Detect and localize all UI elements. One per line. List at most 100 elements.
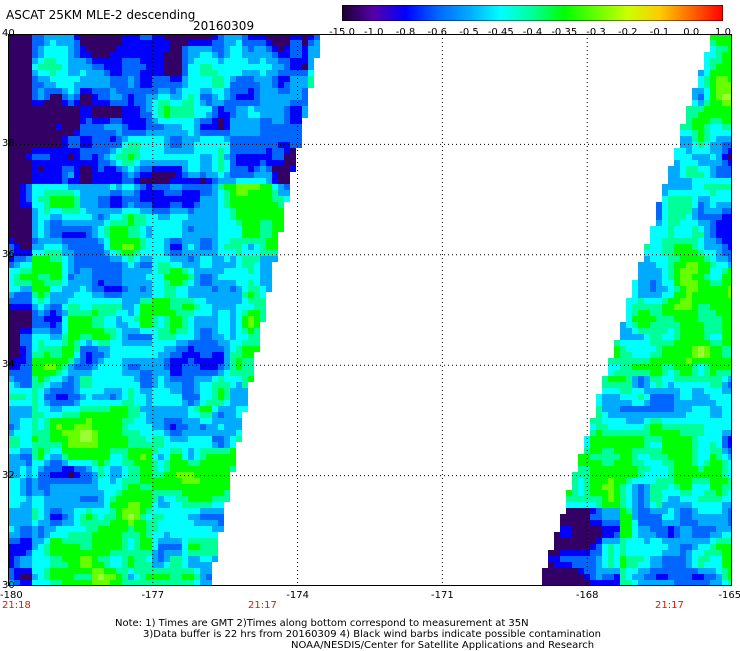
swath-cell <box>302 64 308 70</box>
swath-cell <box>212 328 218 334</box>
swath-cell <box>44 148 50 154</box>
swath-cell <box>32 196 38 202</box>
swath-cell <box>194 448 200 454</box>
swath-cell <box>44 94 50 100</box>
swath-cell <box>32 478 38 484</box>
swath-cell <box>152 520 158 526</box>
swath-cell <box>140 346 146 352</box>
swath-cell <box>596 442 602 448</box>
swath-cell <box>20 214 26 220</box>
swath-cell <box>314 34 320 40</box>
swath-cell <box>146 202 152 208</box>
swath-cell <box>122 196 128 202</box>
swath-cell <box>620 364 626 370</box>
swath-cell <box>248 76 254 82</box>
swath-cell <box>158 154 164 160</box>
swath-cell <box>230 382 236 388</box>
swath-cell <box>38 406 44 412</box>
swath-cell <box>260 292 266 298</box>
swath-cell <box>236 262 242 268</box>
swath-cell <box>134 382 140 388</box>
swath-cell <box>248 364 254 370</box>
swath-cell <box>128 412 134 418</box>
swath-cell <box>26 292 32 298</box>
swath-cell <box>680 202 686 208</box>
swath-cell <box>308 82 314 88</box>
swath-cell <box>608 454 614 460</box>
swath-cell <box>56 124 62 130</box>
swath-cell <box>86 310 92 316</box>
swath-cell <box>596 400 602 406</box>
swath-cell <box>176 286 182 292</box>
swath-cell <box>194 514 200 520</box>
swath-cell <box>98 118 104 124</box>
swath-cell <box>590 520 596 526</box>
swath-cell <box>80 100 86 106</box>
swath-cell <box>14 352 20 358</box>
swath-cell <box>236 250 242 256</box>
swath-cell <box>716 106 722 112</box>
swath-cell <box>116 88 122 94</box>
swath-cell <box>620 502 626 508</box>
swath-cell <box>146 412 152 418</box>
swath-cell <box>38 328 44 334</box>
swath-cell <box>116 310 122 316</box>
swath-cell <box>626 322 632 328</box>
swath-cell <box>8 424 14 430</box>
swath-cell <box>128 202 134 208</box>
swath-cell <box>80 70 86 76</box>
swath-cell <box>98 424 104 430</box>
swath-cell <box>218 76 224 82</box>
swath-cell <box>722 136 728 142</box>
swath-cell <box>206 442 212 448</box>
swath-cell <box>728 400 732 406</box>
swath-cell <box>170 196 176 202</box>
swath-cell <box>152 130 158 136</box>
swath-cell <box>674 316 680 322</box>
swath-cell <box>110 196 116 202</box>
swath-cell <box>578 508 584 514</box>
swath-cell <box>692 304 698 310</box>
swath-cell <box>128 472 134 478</box>
swath-cell <box>716 208 722 214</box>
swath-cell <box>236 46 242 52</box>
swath-cell <box>20 52 26 58</box>
swath-cell <box>242 112 248 118</box>
swath-cell <box>710 310 716 316</box>
swath-cell <box>38 280 44 286</box>
swath-cell <box>182 424 188 430</box>
swath-cell <box>716 478 722 484</box>
swath-cell <box>146 328 152 334</box>
swath-cell <box>242 238 248 244</box>
swath-cell <box>662 244 668 250</box>
swath-cell <box>14 202 20 208</box>
swath-cell <box>710 388 716 394</box>
swath-cell <box>194 178 200 184</box>
swath-cell <box>188 220 194 226</box>
swath-cell <box>710 364 716 370</box>
swath-cell <box>146 40 152 46</box>
swath-cell <box>122 160 128 166</box>
swath-cell <box>110 388 116 394</box>
swath-cell <box>128 220 134 226</box>
swath-cell <box>86 292 92 298</box>
swath-cell <box>122 100 128 106</box>
swath-cell <box>98 130 104 136</box>
colorbar <box>342 5 723 21</box>
swath-cell <box>716 304 722 310</box>
swath-cell <box>92 88 98 94</box>
swath-cell <box>698 436 704 442</box>
swath-cell <box>230 334 236 340</box>
swath-cell <box>692 172 698 178</box>
swath-cell <box>32 256 38 262</box>
swath-cell <box>176 346 182 352</box>
swath-cell <box>656 388 662 394</box>
swath-cell <box>698 208 704 214</box>
swath-cell <box>596 418 602 424</box>
swath-cell <box>698 496 704 502</box>
swath-cell <box>278 190 284 196</box>
swath-cell <box>8 304 14 310</box>
swath-cell <box>272 112 278 118</box>
swath-cell <box>176 442 182 448</box>
swath-cell <box>704 292 710 298</box>
